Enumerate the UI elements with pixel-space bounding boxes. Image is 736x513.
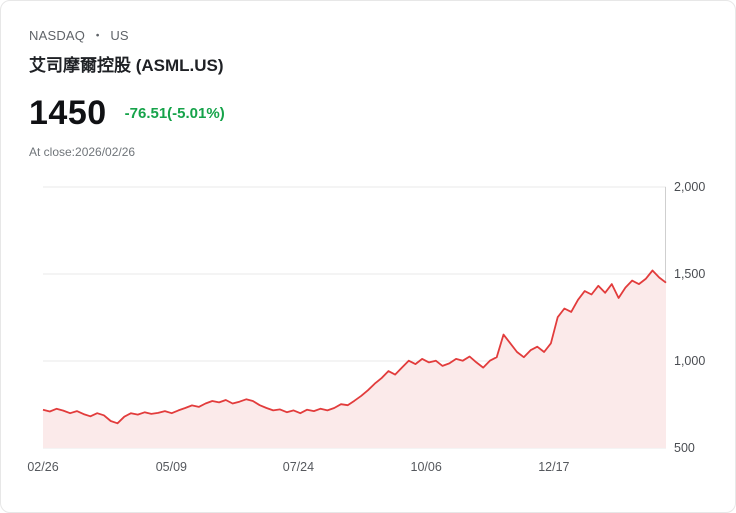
price-row: 1450 -76.51(-5.01%) <box>29 94 707 133</box>
exchange-label: NASDAQ <box>29 28 86 43</box>
x-axis-label: 12/17 <box>538 460 570 474</box>
x-axis-label: 07/24 <box>282 460 315 474</box>
region-label: US <box>110 28 129 43</box>
price-line <box>42 269 667 425</box>
x-axis-label: 02/26 <box>27 460 59 474</box>
y-axis: 2,000 1,500 1,000 500 <box>674 180 734 455</box>
x-axis: 02/26 05/09 07/24 10/06 12/17 <box>27 460 666 478</box>
x-axis-label: 05/09 <box>155 460 187 474</box>
current-price: 1450 <box>29 94 107 132</box>
y-axis-label: 1,500 <box>674 267 706 281</box>
price-area-fill <box>43 270 666 448</box>
price-change: -76.51(-5.01%) <box>124 105 225 122</box>
stock-title: 艾司摩爾控股 (ASML.US) <box>29 56 224 75</box>
y-axis-label: 1,000 <box>674 354 706 368</box>
separator-dot: ・ <box>91 28 105 43</box>
as-of-timestamp: At close:2026/02/26 <box>29 145 136 159</box>
price-chart: 2,000 1,500 1,000 500 02/26 05/09 07/24 10/06 1… <box>27 180 707 478</box>
y-axis-label: 2,000 <box>674 180 706 194</box>
x-axis-label: 10/06 <box>410 460 442 474</box>
exchange-info: NASDAQ ・ US <box>29 25 707 44</box>
chart-canvas[interactable] <box>42 186 667 449</box>
chart-plot-area[interactable] <box>42 186 667 449</box>
y-axis-label: 500 <box>674 441 695 455</box>
